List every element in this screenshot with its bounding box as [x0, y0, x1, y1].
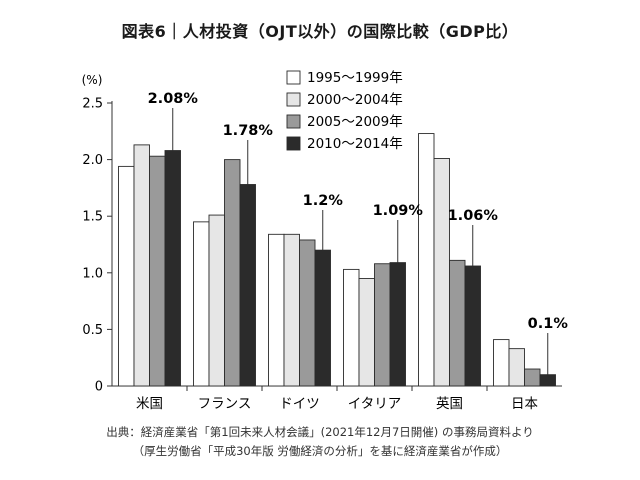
bar [239, 184, 256, 387]
bar [524, 368, 541, 387]
legend: 1995〜1999年 2000〜2004年 2005〜2009年 2010〜2014年 [286, 70, 403, 152]
bar [374, 263, 391, 387]
y-tick-label: 1.0 [82, 266, 103, 281]
bar [433, 158, 450, 387]
bar [164, 150, 181, 387]
axis-layer: (%) 0 0.5 1.0 1.5 2.0 2.5 米国 フランス ドイツ イタリア 英国 日本 [82, 73, 562, 412]
x-tick-label: 米国 [136, 396, 163, 412]
bars-layer [118, 133, 556, 387]
bar [418, 133, 435, 387]
chart-title: 図表6｜人材投資（OJT以外）の国際比較（GDP比） [121, 22, 519, 41]
legend-swatch [286, 114, 301, 129]
legend-swatch [286, 70, 301, 85]
bar [508, 348, 525, 387]
bar [299, 239, 316, 387]
data-label: 0.1% [528, 316, 569, 332]
data-label: 1.06% [448, 208, 499, 224]
y-tick-label: 1.5 [82, 210, 103, 225]
bar [389, 262, 406, 387]
bar [268, 233, 285, 387]
y-unit-label: (%) [82, 73, 103, 87]
bar [343, 268, 360, 387]
y-tick-label: 0 [95, 380, 103, 395]
bar [149, 155, 166, 387]
y-tick-label: 2.5 [82, 97, 103, 112]
bar [208, 214, 225, 387]
bar [193, 221, 210, 387]
y-tick-label: 2.0 [82, 153, 103, 168]
bar [314, 249, 331, 387]
bar [449, 259, 466, 387]
source-note-line-1: 出典：経済産業省「第1回未来人材会議」(2021年12月7日開催) の事務局資料… [106, 425, 534, 439]
source-note-line-2: （厚生労働省「平成30年版 労働経済の分析」を基に経済産業省が作成） [132, 444, 508, 458]
y-tick-label: 0.5 [82, 323, 103, 338]
legend-label: 2000〜2004年 [307, 92, 403, 108]
bar [118, 165, 135, 387]
x-tick-label: 日本 [511, 396, 539, 412]
bar [358, 278, 375, 387]
bar [493, 339, 510, 387]
bar [283, 233, 300, 387]
bar [133, 144, 150, 387]
annotation-layer: 2.08% 1.78% 1.2% 1.09% 1.06% 0.1% [148, 91, 569, 375]
x-tick-label: イタリア [348, 396, 401, 412]
legend-label: 1995〜1999年 [307, 70, 403, 86]
legend-swatch [286, 92, 301, 107]
legend-label: 2010〜2014年 [307, 136, 403, 152]
data-label: 1.2% [303, 193, 344, 209]
data-label: 1.09% [373, 203, 424, 219]
bar [224, 159, 241, 387]
bar [539, 374, 556, 387]
x-tick-label: ドイツ [279, 396, 320, 412]
bar [464, 265, 481, 387]
data-label: 2.08% [148, 91, 199, 107]
data-label: 1.78% [223, 123, 274, 139]
legend-swatch [286, 136, 301, 151]
x-tick-label: 英国 [436, 395, 463, 412]
x-tick-label: フランス [198, 396, 252, 412]
legend-label: 2005〜2009年 [307, 114, 403, 130]
